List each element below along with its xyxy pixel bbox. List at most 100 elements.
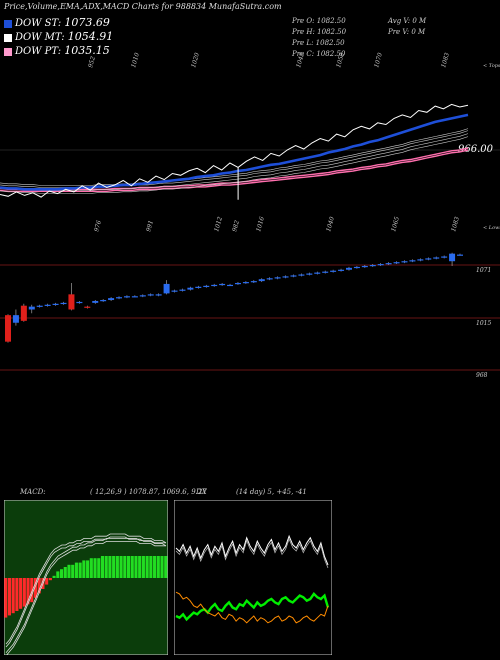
candle-body <box>258 279 265 282</box>
candle-body <box>227 284 234 287</box>
macd-histogram-bar <box>138 556 142 578</box>
candle-body <box>28 306 35 310</box>
macd-histogram-bar <box>71 564 75 578</box>
bottom-label: 1083 <box>450 216 461 233</box>
adx-values: (14 day) 5, +45, -41 <box>236 488 307 496</box>
adx-1-line <box>175 592 330 622</box>
candle-body <box>187 287 194 290</box>
candle-body <box>219 283 226 286</box>
candle-body <box>171 290 178 292</box>
bottom-label: 982 <box>231 219 241 232</box>
price-label: 966.00 <box>458 144 494 155</box>
bottom-label: 1040 <box>325 216 336 233</box>
ema-mid-line <box>0 133 469 191</box>
legend-item-mt: DOW MT: 1054.91 <box>4 30 113 43</box>
page-title: Price,Volume,EMA,ADX,MACD Charts for 988… <box>4 2 282 11</box>
ema-long-line <box>0 147 469 191</box>
macd-histogram-bar <box>19 578 23 609</box>
macd-histogram-bar <box>160 556 164 578</box>
macd-histogram-bar <box>30 578 34 603</box>
candle-body <box>298 274 305 276</box>
candle-body <box>44 304 51 306</box>
macd-histogram-bar <box>45 578 49 585</box>
macd-histogram-bar <box>126 556 131 578</box>
adx-background <box>174 500 332 655</box>
candle-body <box>401 261 408 263</box>
macd-histogram-bar <box>82 560 86 578</box>
pre-volume: Pre V: 0 M <box>388 28 426 36</box>
candle-body <box>179 289 186 291</box>
macd-histogram-bar <box>56 571 60 578</box>
price-line <box>0 103 469 198</box>
macd-histogram-bar <box>97 558 101 578</box>
candle-body <box>108 298 115 301</box>
candlestick-panel: 1071 1015 968 <box>0 252 500 379</box>
macd-histogram-bar <box>149 556 153 578</box>
ohlc-high: Pre H: 1082.50 <box>292 28 347 36</box>
candle-body <box>131 296 138 298</box>
macd-histogram-bar <box>134 556 138 578</box>
candle-body <box>385 263 392 265</box>
ema-short-line <box>0 113 469 191</box>
macd-chart <box>4 500 168 655</box>
macd-histogram-bar <box>100 556 105 578</box>
macd-histogram-bar <box>86 560 90 578</box>
candle-body <box>139 295 146 297</box>
ema-mid-line <box>0 130 469 188</box>
candle-body <box>84 306 91 308</box>
macd-line <box>5 533 167 645</box>
candle-body <box>250 281 257 283</box>
macd-histogram-bar <box>112 556 116 578</box>
ohlc-open: Pre O: 1082.50 <box>292 17 346 25</box>
macd-histogram-bar <box>67 564 71 578</box>
ema-long-line <box>0 149 469 193</box>
price-chart: 952 1010 1020 1043 1058 1070 1083 976 991 1012 982… <box>0 52 500 379</box>
macd-histogram-bar <box>4 578 8 618</box>
ohlc-close: Pre C: 1082.50 <box>292 50 346 58</box>
macd-histogram-bar <box>123 556 127 578</box>
top-label: 1020 <box>190 52 201 69</box>
candle-body <box>425 258 432 260</box>
candle-body <box>314 272 321 274</box>
lows-label: < Lows <box>483 225 500 231</box>
candle-body <box>5 315 11 342</box>
top-label: 952 <box>87 55 97 68</box>
candle-body <box>92 300 99 303</box>
candle-body <box>68 294 75 310</box>
top-label: 1070 <box>373 52 384 69</box>
candle-body <box>203 285 210 288</box>
adx-label: DX <box>196 488 207 496</box>
candle-body <box>353 266 360 269</box>
candle-body <box>242 282 249 284</box>
macd-histogram-bar <box>52 575 56 578</box>
candle-body <box>116 297 123 299</box>
bottom-label: 1012 <box>213 216 224 233</box>
candle-body <box>211 284 218 287</box>
level-label: 1015 <box>476 320 491 327</box>
candle-body <box>163 283 170 294</box>
avg-volume: Avg V: 0 M <box>388 17 427 25</box>
legend-label-mt: DOW MT: <box>15 32 65 43</box>
macd-histogram-bar <box>119 556 123 578</box>
macd-histogram-bar <box>33 578 38 598</box>
adx-0-line <box>175 538 329 569</box>
macd-histogram-bar <box>145 556 149 578</box>
candle-body <box>417 259 424 261</box>
signal-line <box>5 538 166 654</box>
candle-body <box>76 301 83 304</box>
macd-histogram-bar <box>93 558 97 578</box>
ema-mid-line <box>0 128 469 186</box>
bottom-label: 1065 <box>390 216 401 233</box>
candle-body <box>195 286 202 288</box>
macd-line <box>5 536 167 648</box>
candle-body <box>274 277 281 279</box>
top-label: 1043 <box>295 52 306 69</box>
candle-body <box>457 254 463 256</box>
adx-2-line <box>175 591 329 624</box>
tops-label: < Tops <box>483 63 500 69</box>
candle-body <box>234 282 241 285</box>
legend-label-st: DOW ST: <box>15 18 62 29</box>
macd-histogram-bar <box>7 578 11 616</box>
ema-mid-line <box>0 136 469 194</box>
macd-histogram-bar <box>26 578 30 605</box>
